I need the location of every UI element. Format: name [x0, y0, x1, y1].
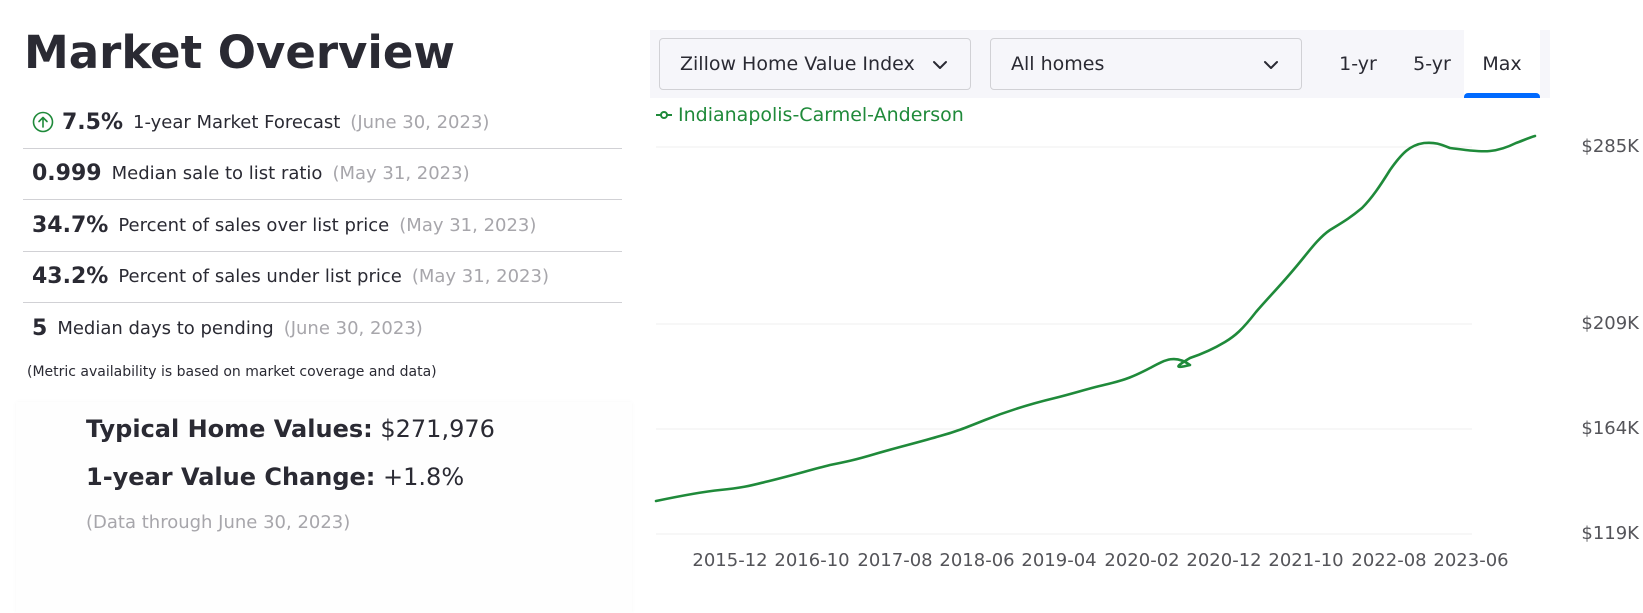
metric-label: Median sale to list ratio — [111, 163, 323, 185]
metric-value: 34.7% — [32, 212, 109, 238]
metric-date: (June 30, 2023) — [350, 111, 490, 133]
tab-max[interactable]: Max — [1464, 30, 1540, 98]
arrow-up-circle-icon — [32, 111, 54, 133]
metrics-list: 7.5% 1-year Market Forecast (June 30, 20… — [23, 97, 622, 355]
market-overview-panel: Market Overview 7.5% 1-year Market Forec… — [0, 0, 640, 613]
metric-date: (May 31, 2023) — [399, 214, 537, 236]
metric-row-sale-to-list: 0.999 Median sale to list ratio (May 31,… — [23, 149, 622, 200]
metric-availability-note: (Metric availability is based on market … — [27, 364, 437, 380]
typical-home-values-value: $271,976 — [380, 415, 495, 443]
home-value-chart: $285K $209K $164K $119K 2015-12 2016-10 … — [650, 130, 1643, 613]
active-tab-indicator — [1464, 93, 1540, 98]
y-tick-label: $209K — [1581, 313, 1639, 334]
value-change-label: 1-year Value Change: — [86, 463, 376, 491]
metric-select-value: Zillow Home Value Index — [680, 53, 915, 75]
page-title: Market Overview — [24, 26, 455, 79]
chevron-down-icon — [1264, 61, 1278, 69]
x-tick-label: 2017-08 — [857, 550, 933, 571]
x-tick-label: 2018-06 — [939, 550, 1015, 571]
chart-plot-area — [654, 134, 1537, 535]
series-line-indianapolis[interactable] — [654, 134, 1537, 503]
x-tick-label: 2019-04 — [1021, 550, 1097, 571]
home-type-select[interactable]: All homes — [990, 38, 1302, 90]
metric-date: (May 31, 2023) — [332, 163, 470, 185]
x-tick-label: 2020-12 — [1186, 550, 1262, 571]
x-tick-label: 2023-06 — [1433, 550, 1509, 571]
one-year-value-change: 1-year Value Change: +1.8% — [86, 463, 464, 491]
value-change-value: +1.8% — [383, 463, 465, 491]
legend-series-label: Indianapolis-Carmel-Anderson — [678, 104, 964, 126]
x-tick-label: 2020-02 — [1104, 550, 1180, 571]
metric-label: Median days to pending — [57, 318, 274, 340]
metric-row-days-pending: 5 Median days to pending (June 30, 2023) — [23, 303, 622, 355]
metric-value: 5 — [32, 316, 48, 342]
x-tick-label: 2021-10 — [1268, 550, 1344, 571]
metric-label: 1-year Market Forecast — [133, 111, 341, 133]
tab-5-yr[interactable]: 5-yr — [1413, 53, 1451, 75]
typical-home-values: Typical Home Values: $271,976 — [86, 415, 495, 443]
metric-row-under-list: 43.2% Percent of sales under list price … — [23, 252, 622, 303]
metric-date: (May 31, 2023) — [411, 266, 549, 288]
metric-label: Percent of sales over list price — [118, 214, 390, 236]
home-value-summary: Typical Home Values: $271,976 1-year Val… — [16, 402, 632, 613]
tab-max-label: Max — [1482, 53, 1522, 75]
typical-home-values-label: Typical Home Values: — [86, 415, 373, 443]
home-type-select-value: All homes — [1011, 53, 1105, 75]
metric-value: 0.999 — [32, 161, 102, 187]
metric-value: 7.5% — [62, 109, 124, 135]
chart-legend[interactable]: Indianapolis-Carmel-Anderson — [655, 104, 964, 126]
metric-row-forecast: 7.5% 1-year Market Forecast (June 30, 20… — [23, 97, 622, 149]
metric-value: 43.2% — [32, 264, 109, 290]
x-tick-label: 2015-12 — [692, 550, 768, 571]
data-through-note: (Data through June 30, 2023) — [86, 512, 351, 533]
y-tick-label: $164K — [1581, 418, 1639, 439]
y-tick-label: $285K — [1581, 136, 1639, 157]
metric-date: (June 30, 2023) — [283, 318, 423, 340]
metric-row-over-list: 34.7% Percent of sales over list price (… — [23, 200, 622, 252]
legend-line-marker-icon — [656, 111, 672, 119]
x-tick-label: 2016-10 — [774, 550, 850, 571]
chart-controls: Zillow Home Value Index All homes 1-yr 5… — [650, 30, 1550, 98]
y-tick-label: $119K — [1581, 523, 1639, 544]
metric-select[interactable]: Zillow Home Value Index — [659, 38, 971, 90]
tab-1-yr[interactable]: 1-yr — [1339, 53, 1377, 75]
chevron-down-icon — [933, 61, 947, 69]
metric-label: Percent of sales under list price — [118, 266, 402, 288]
x-tick-label: 2022-08 — [1351, 550, 1427, 571]
